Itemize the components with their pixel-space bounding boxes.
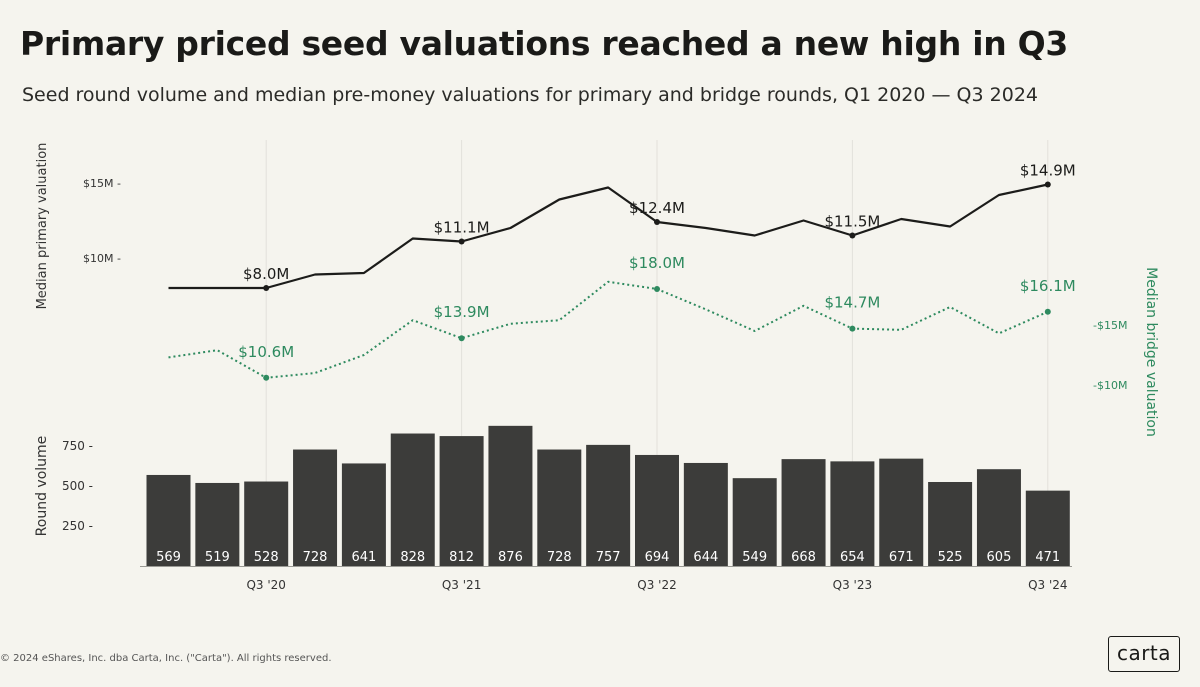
bar-value-label: 549: [742, 550, 767, 565]
bridge-axis-title: Median bridge valuation: [1143, 267, 1159, 437]
bar-value-label: 828: [400, 550, 425, 565]
primary-point-marker: [1044, 181, 1051, 188]
volume-bar: [537, 449, 582, 566]
bridge-point-marker: [1044, 308, 1051, 315]
bridge-value-label: $18.0M: [629, 254, 685, 272]
x-tick-label: Q3 '20: [246, 578, 285, 592]
primary-point-marker: [458, 238, 465, 245]
bar-value-label: 644: [693, 550, 718, 565]
volume-bar: [683, 462, 728, 566]
volume-bar: [976, 469, 1021, 566]
volume-bar: [439, 436, 484, 566]
bridge-point-marker: [458, 335, 465, 342]
primary-tick-label: $15M -: [83, 177, 121, 190]
bar-value-label: 728: [547, 550, 572, 565]
x-tick-label: Q3 '24: [1028, 578, 1067, 592]
primary-value-label: $12.4M: [629, 199, 685, 217]
bridge-tick-label: -$15M: [1093, 319, 1127, 332]
x-tick-label: Q3 '22: [637, 578, 676, 592]
bar-value-label: 668: [791, 550, 816, 565]
volume-bar: [635, 454, 679, 566]
volume-bar: [1025, 490, 1070, 566]
primary-value-label: $11.1M: [434, 219, 490, 237]
bar-value-label: 528: [254, 550, 279, 565]
volume-tick-label: 750 -: [62, 439, 93, 453]
volume-bar: [879, 458, 924, 566]
bridge-point-marker: [849, 325, 856, 332]
primary-value-label: $8.0M: [243, 265, 289, 283]
volume-bar: [146, 474, 191, 566]
bar-value-label: 471: [1035, 550, 1060, 565]
bar-value-label: 519: [205, 550, 230, 565]
bar-value-label: 654: [840, 550, 865, 565]
primary-value-label: $11.5M: [824, 213, 880, 231]
primary-tick-label: $10M -: [83, 252, 121, 265]
bridge-value-label: $13.9M: [434, 303, 490, 321]
primary-valuation-line: [168, 183, 1049, 290]
volume-bar: [390, 433, 435, 566]
volume-axis-title: Round volume: [34, 436, 50, 537]
chart-title: Primary priced seed valuations reached a…: [20, 24, 1069, 63]
primary-value-label: $14.9M: [1020, 162, 1076, 180]
volume-bar: [586, 444, 631, 566]
bridge-valuation-line: [168, 280, 1049, 379]
bar-value-label: 605: [987, 550, 1012, 565]
bar-value-label: 671: [889, 550, 914, 565]
primary-point-marker: [849, 232, 856, 239]
volume-bar: [732, 478, 777, 566]
bar-value-label: 728: [303, 550, 328, 565]
bar-value-label: 812: [449, 550, 474, 565]
bar-value-label: 525: [938, 550, 963, 565]
chart-subtitle: Seed round volume and median pre-money v…: [22, 84, 1038, 106]
volume-bar: [244, 481, 289, 566]
primary-point-marker: [263, 285, 270, 291]
bridge-point-marker: [654, 286, 660, 292]
bar-value-label: 876: [498, 550, 523, 565]
bar-value-label: 757: [596, 550, 621, 565]
volume-bar: [781, 459, 826, 566]
volume-bar: [488, 425, 533, 566]
bridge-value-label: $14.7M: [824, 294, 880, 312]
bridge-tick-label: -$10M: [1093, 379, 1127, 392]
volume-bar: [293, 449, 338, 566]
bar-value-label: 641: [351, 550, 376, 565]
bar-value-label: 694: [645, 550, 670, 565]
bridge-value-label: $16.1M: [1020, 277, 1076, 295]
volume-tick-label: 250 -: [62, 519, 93, 533]
bridge-value-label: $10.6M: [238, 343, 294, 361]
volume-bar: [341, 463, 386, 566]
bridge-point-marker: [263, 374, 270, 381]
carta-logo: carta: [1108, 636, 1180, 672]
volume-bar: [928, 482, 973, 566]
volume-bar: [195, 482, 240, 566]
bar-value-label: 569: [156, 550, 181, 565]
volume-bar: [830, 461, 875, 566]
volume-tick-label: 500 -: [62, 479, 93, 493]
x-tick-label: Q3 '23: [833, 578, 872, 592]
primary-axis-title: Median primary valuation: [35, 143, 50, 310]
copyright-text: © 2024 eShares, Inc. dba Carta, Inc. ("C…: [0, 653, 332, 664]
primary-point-marker: [654, 219, 660, 225]
x-tick-label: Q3 '21: [442, 578, 481, 592]
